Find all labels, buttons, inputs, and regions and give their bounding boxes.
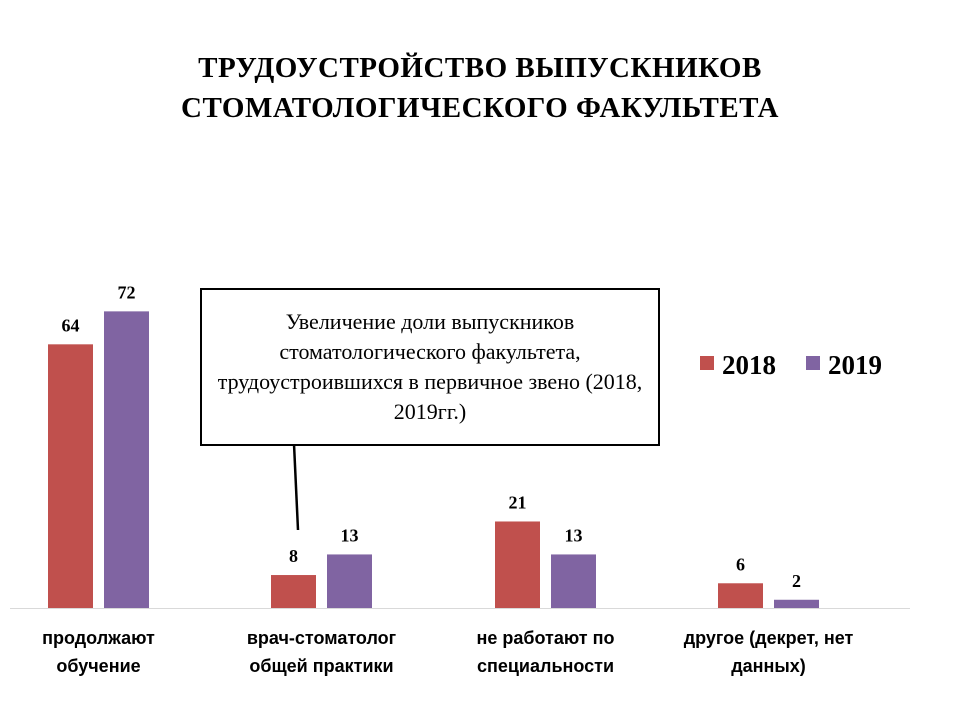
category-label-3-line-2: специальности <box>477 656 614 676</box>
callout-box: Увеличение доли выпускников стоматологич… <box>200 288 660 446</box>
data-label-2019-1: 72 <box>118 282 136 302</box>
category-label-4-line-1: другое (декрет, нет <box>684 628 854 648</box>
data-label-2018-4: 6 <box>736 554 745 574</box>
bar-2018-1 <box>48 344 93 608</box>
bar-2019-4 <box>774 599 819 608</box>
bar-2019-2 <box>327 554 372 608</box>
category-label-2-line-2: общей практики <box>249 656 393 676</box>
bar-2019-3 <box>551 554 596 608</box>
legend-label-2019: 2019 <box>828 350 882 380</box>
category-label-4-line-2: данных) <box>731 656 806 676</box>
bar-2018-3 <box>495 521 540 608</box>
bar-2018-4 <box>718 583 763 608</box>
bar-2019-1 <box>104 311 149 608</box>
data-label-2019-4: 2 <box>792 571 801 591</box>
legend-swatch-2018 <box>700 356 714 370</box>
category-label-1-line-1: продолжают <box>42 628 155 648</box>
category-label-3-line-1: не работают по <box>477 628 615 648</box>
bar-2018-2 <box>271 575 316 608</box>
legend-label-2018: 2018 <box>722 350 776 380</box>
chart-title-line-1: ТРУДОУСТРОЙСТВО ВЫПУСКНИКОВ <box>198 52 762 84</box>
category-label-2-line-1: врач-стоматолог <box>247 628 397 648</box>
data-label-2018-3: 21 <box>509 492 527 512</box>
data-label-2019-2: 13 <box>341 525 359 545</box>
legend-swatch-2019 <box>806 356 820 370</box>
data-label-2018-1: 64 <box>62 315 80 335</box>
chart-title-line-2: СТОМАТОЛОГИЧЕСКОГО ФАКУЛЬТЕТА <box>181 92 779 124</box>
data-label-2018-2: 8 <box>289 546 298 566</box>
data-label-2019-3: 13 <box>565 525 583 545</box>
category-label-1-line-2: обучение <box>56 656 140 676</box>
callout-text: Увеличение доли выпускников стоматологич… <box>217 309 643 424</box>
